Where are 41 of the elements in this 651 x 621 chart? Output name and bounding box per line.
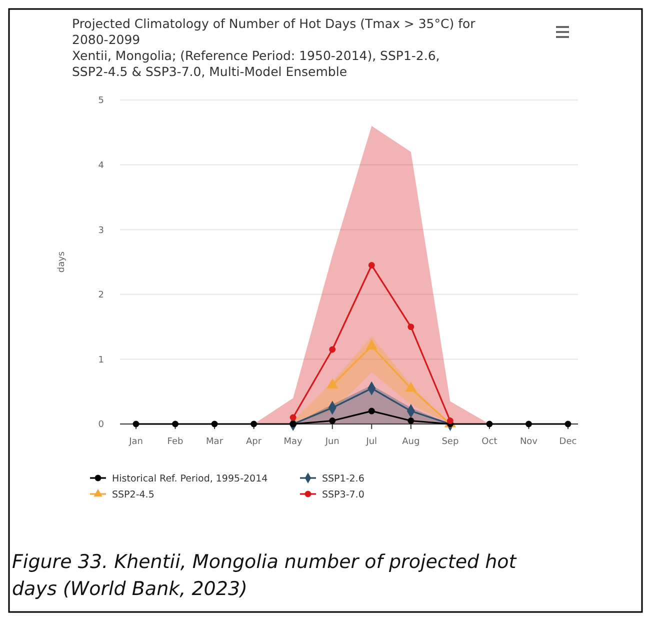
legend-label: SSP2-4.5 bbox=[112, 489, 154, 500]
x-tick-label: Dec bbox=[559, 437, 577, 447]
y-tick-label: 5 bbox=[98, 96, 104, 106]
x-tick-label: Mar bbox=[206, 437, 224, 447]
point bbox=[525, 420, 532, 428]
x-tick-label: Oct bbox=[482, 437, 498, 447]
x-tick-label: Nov bbox=[520, 437, 538, 447]
y-tick-label: 3 bbox=[98, 226, 104, 236]
point bbox=[408, 324, 414, 330]
y-tick-label: 0 bbox=[98, 420, 104, 430]
y-tick-label: 2 bbox=[98, 290, 104, 301]
point bbox=[564, 420, 572, 428]
x-tick-label: Jan bbox=[128, 437, 143, 447]
x-tick-label: Jul bbox=[365, 437, 378, 447]
chart-subtitle: Xentii, Mongolia; (Reference Period: 1950-2014), SSP1-2.6, SSP2-4.5 & SSP3-7.0, Multi-Model Ensemble bbox=[72, 48, 440, 79]
x-tick-label: Aug bbox=[402, 437, 420, 447]
y-tick-label: 4 bbox=[98, 160, 104, 171]
chart-title: Projected Climatology of Number of Hot Days (Tmax > 35°C) for 2080-2099 bbox=[72, 16, 476, 47]
point bbox=[211, 420, 218, 428]
legend-label: SSP3-7.0 bbox=[322, 489, 364, 500]
point bbox=[368, 262, 375, 268]
point bbox=[366, 340, 378, 350]
x-tick-label: Apr bbox=[246, 437, 262, 447]
legend-label: SSP1-2.6 bbox=[322, 473, 364, 484]
point bbox=[408, 418, 414, 424]
legend-label: Historical Ref. Period, 1995-2014 bbox=[112, 473, 268, 484]
point bbox=[486, 420, 493, 428]
x-tick-label: May bbox=[284, 437, 304, 447]
point bbox=[368, 408, 375, 414]
y-axis-title: days bbox=[57, 251, 67, 273]
point bbox=[132, 420, 140, 428]
point bbox=[172, 420, 179, 428]
x-tick-label: Jun bbox=[324, 437, 340, 447]
x-tick-label: Feb bbox=[167, 437, 184, 447]
point bbox=[329, 346, 336, 353]
point bbox=[290, 414, 296, 421]
x-tick-label: Sep bbox=[442, 437, 459, 447]
caption: Figure 33. Khentii, Mongolia number of projected hot days (World Bank, 2023) bbox=[12, 551, 518, 600]
point bbox=[250, 420, 258, 428]
y-tick-label: 1 bbox=[98, 355, 104, 366]
point bbox=[329, 418, 336, 424]
